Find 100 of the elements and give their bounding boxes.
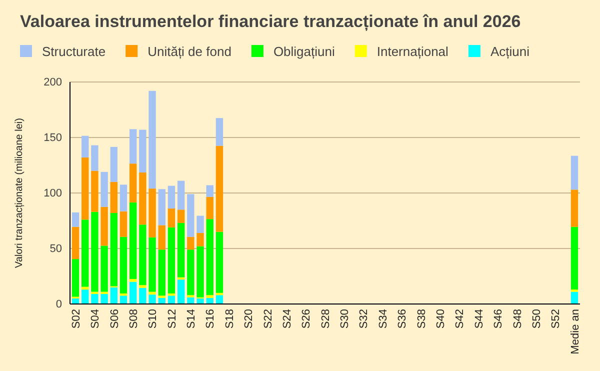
bar xyxy=(72,259,80,297)
bar xyxy=(168,186,176,209)
x-tick-label: S12 xyxy=(166,309,178,329)
legend-label: Structurate xyxy=(42,44,106,59)
bar xyxy=(216,232,224,293)
bar xyxy=(100,292,108,294)
bar xyxy=(120,211,128,237)
x-tick-label: S18 xyxy=(224,309,236,329)
bar xyxy=(139,288,146,304)
bar xyxy=(148,90,156,189)
bar xyxy=(206,196,214,220)
bar xyxy=(72,226,80,260)
bar xyxy=(177,210,185,223)
bar xyxy=(129,202,137,280)
bar xyxy=(177,280,185,304)
chart-title: Valoarea instrumentelor financiare tranzacționate în anul 2026 xyxy=(20,12,521,31)
bar xyxy=(196,246,204,298)
bar xyxy=(196,298,204,304)
x-tick-label: S46 xyxy=(492,309,505,329)
x-tick-label: Medie an xyxy=(569,309,582,354)
x-tick-label: S02 xyxy=(70,309,82,329)
bar xyxy=(100,206,108,246)
bar xyxy=(168,227,176,294)
bar xyxy=(148,188,156,238)
x-tick-label: S34 xyxy=(377,309,390,329)
bar xyxy=(129,164,137,202)
bar xyxy=(177,180,185,210)
bar xyxy=(129,279,137,282)
x-tick-label: S08 xyxy=(128,309,140,329)
x-tick-label: S24 xyxy=(281,309,294,329)
bar xyxy=(82,157,89,220)
bar xyxy=(158,189,166,226)
bar xyxy=(158,250,166,296)
x-tick-label: S48 xyxy=(512,309,524,329)
bar xyxy=(196,216,204,233)
x-tick-label: S32 xyxy=(358,309,370,329)
bar xyxy=(570,292,578,304)
bar xyxy=(139,285,146,288)
x-tick-label: S16 xyxy=(204,309,217,329)
bar xyxy=(187,236,194,250)
x-tick-label: S20 xyxy=(243,309,256,329)
x-tick-label: S44 xyxy=(473,309,486,329)
bar xyxy=(110,182,118,213)
bar xyxy=(100,172,108,207)
x-tick-label: S26 xyxy=(300,309,313,329)
x-tick-label: S36 xyxy=(396,309,409,329)
bar xyxy=(129,129,137,164)
bar xyxy=(110,287,118,304)
y-tick-label: 200 xyxy=(44,76,62,89)
bar xyxy=(168,208,176,228)
bar xyxy=(216,146,224,232)
x-tick-label: S52 xyxy=(550,309,562,329)
bar xyxy=(72,212,80,227)
bar xyxy=(120,296,128,304)
bar xyxy=(187,250,194,296)
bar xyxy=(570,190,578,227)
bar xyxy=(91,170,98,212)
bar xyxy=(91,292,98,294)
y-tick-label: 0 xyxy=(56,298,62,311)
bar xyxy=(139,224,146,286)
x-tick-label: S22 xyxy=(262,309,274,329)
x-tick-label: S04 xyxy=(90,309,102,329)
bar xyxy=(187,194,194,237)
bar xyxy=(110,212,118,286)
bar xyxy=(148,292,156,295)
bar xyxy=(91,212,98,292)
x-tick-label: S14 xyxy=(186,309,198,329)
bar xyxy=(82,220,89,287)
legend-label: Internațional xyxy=(376,44,449,59)
bar xyxy=(187,297,194,304)
bar xyxy=(139,172,146,225)
bar xyxy=(206,185,214,197)
bar xyxy=(120,184,128,212)
x-tick-label: S28 xyxy=(320,309,332,329)
x-tick-label: S38 xyxy=(416,309,428,329)
bar xyxy=(177,222,185,278)
bar xyxy=(148,237,156,292)
bar xyxy=(91,294,98,304)
bar xyxy=(100,294,108,304)
y-tick-label: 100 xyxy=(44,188,62,200)
x-tick-label: S06 xyxy=(108,309,121,329)
y-axis-title: Valori tranzacționate (milioane lei) xyxy=(14,118,25,268)
x-tick-label: S50 xyxy=(530,309,543,329)
x-tick-label: S42 xyxy=(454,309,466,329)
bar xyxy=(120,236,128,294)
bar xyxy=(158,225,166,250)
x-tick-label: S30 xyxy=(339,309,352,329)
bar xyxy=(216,295,224,304)
bar xyxy=(100,246,108,292)
bar xyxy=(91,145,98,171)
y-tick-label: 50 xyxy=(50,243,62,256)
legend-label: Obligațiuni xyxy=(273,44,335,59)
bar xyxy=(206,295,214,298)
x-tick-label: S10 xyxy=(147,309,160,329)
bar xyxy=(206,219,214,296)
x-tick-label: S40 xyxy=(434,309,447,329)
bar xyxy=(570,156,578,190)
bar xyxy=(129,282,137,304)
legend-label: Acțiuni xyxy=(490,44,530,59)
bar xyxy=(139,130,146,172)
